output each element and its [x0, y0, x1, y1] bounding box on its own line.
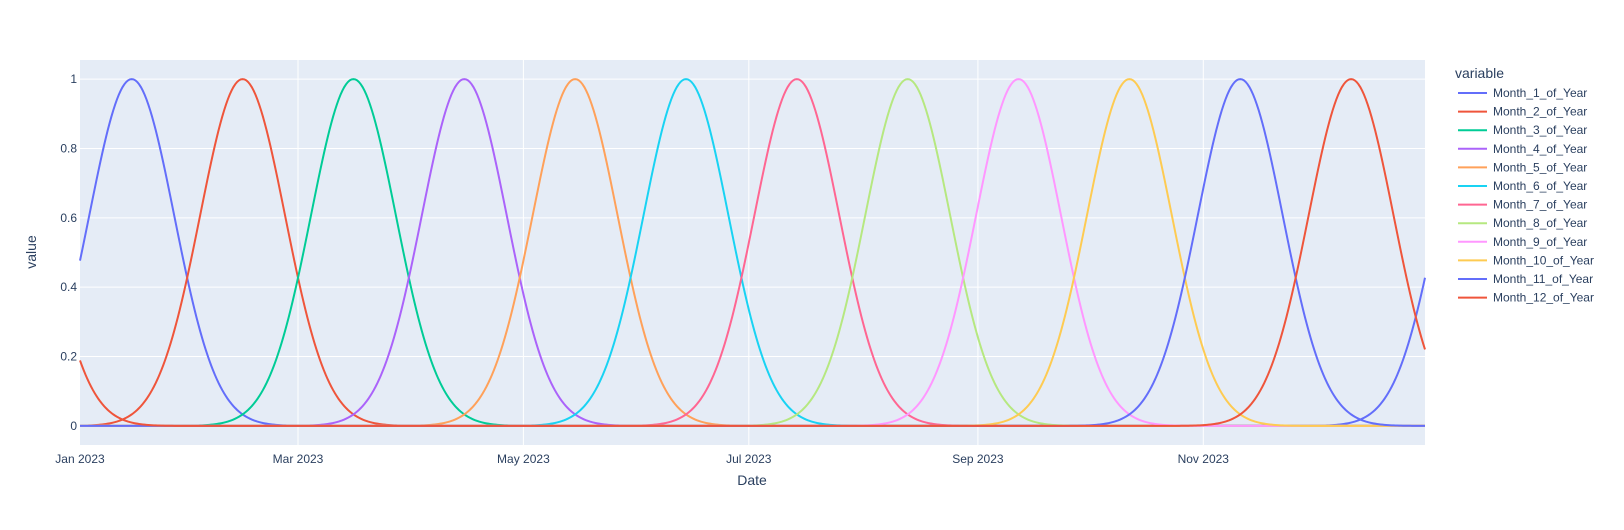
- legend-label: Month_8_of_Year: [1493, 216, 1587, 230]
- legend-item[interactable]: Month_11_of_Year: [1458, 272, 1593, 286]
- x-tick-label: Jan 2023: [55, 452, 105, 466]
- legend-label: Month_7_of_Year: [1493, 198, 1587, 212]
- x-tick-label: Mar 2023: [273, 452, 324, 466]
- legend-label: Month_11_of_Year: [1493, 272, 1593, 286]
- y-tick-label: 0: [70, 419, 77, 433]
- legend-item[interactable]: Month_12_of_Year: [1458, 291, 1594, 305]
- legend-item[interactable]: Month_5_of_Year: [1458, 160, 1587, 174]
- y-axis: 0 0.2 0.4 0.6 0.8 1: [60, 72, 77, 433]
- y-tick-label: 0.4: [60, 280, 77, 294]
- legend-item[interactable]: Month_8_of_Year: [1458, 216, 1587, 230]
- legend-item[interactable]: Month_4_of_Year: [1458, 142, 1587, 156]
- legend-item[interactable]: Month_6_of_Year: [1458, 179, 1587, 193]
- legend-label: Month_2_of_Year: [1493, 105, 1587, 119]
- series-layer: [79, 78, 1426, 427]
- legend-label: Month_9_of_Year: [1493, 235, 1587, 249]
- x-tick-label: Nov 2023: [1178, 452, 1230, 466]
- legend-item[interactable]: Month_2_of_Year: [1458, 105, 1587, 119]
- legend-title: variable: [1455, 65, 1504, 81]
- y-axis-title: value: [23, 235, 39, 269]
- plot-background: [80, 60, 1425, 445]
- legend-item[interactable]: Month_3_of_Year: [1458, 123, 1587, 137]
- legend-label: Month_4_of_Year: [1493, 142, 1587, 156]
- legend-item[interactable]: Month_1_of_Year: [1458, 86, 1587, 100]
- x-tick-label: Jul 2023: [726, 452, 772, 466]
- legend-label: Month_3_of_Year: [1493, 123, 1587, 137]
- legend-item[interactable]: Month_10_of_Year: [1458, 253, 1594, 267]
- x-axis: Jan 2023 Mar 2023 May 2023 Jul 2023 Sep 2023…: [55, 452, 1229, 466]
- x-tick-label: May 2023: [497, 452, 550, 466]
- y-tick-label: 0.6: [60, 211, 77, 225]
- y-tick-label: 0.2: [60, 350, 77, 364]
- legend-item[interactable]: Month_9_of_Year: [1458, 235, 1587, 249]
- legend-label: Month_5_of_Year: [1493, 160, 1587, 174]
- x-axis-title: Date: [737, 472, 767, 488]
- legend-label: Month_12_of_Year: [1493, 291, 1594, 305]
- legend-label: Month_10_of_Year: [1493, 253, 1594, 267]
- x-tick-label: Sep 2023: [952, 452, 1004, 466]
- series-line-month-12-of-year: [79, 78, 1426, 427]
- legend-item[interactable]: Month_7_of_Year: [1458, 198, 1587, 212]
- y-tick-label: 1: [70, 72, 77, 86]
- y-tick-label: 0.8: [60, 141, 77, 155]
- legend-label: Month_1_of_Year: [1493, 86, 1587, 100]
- legend-label: Month_6_of_Year: [1493, 179, 1587, 193]
- legend: variable Month_1_of_Year Month_2_of_Year M…: [1455, 65, 1594, 305]
